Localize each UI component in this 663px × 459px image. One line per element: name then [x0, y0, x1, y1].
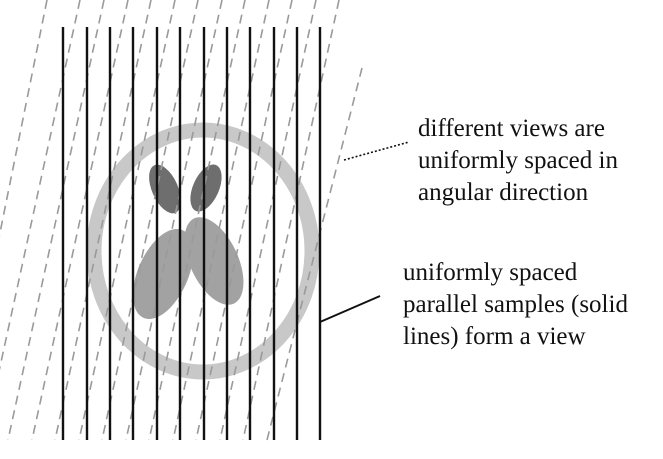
samples-annotation-line: parallel samples (solid — [403, 291, 628, 318]
dashed-ray — [172, 0, 270, 441]
views-annotation-line: different views are — [418, 115, 605, 142]
samples-leader-line — [319, 295, 381, 323]
phantom-lower-left-lobe — [132, 228, 194, 320]
samples-annotation-line: lines) form a view — [403, 323, 586, 350]
dashed-ray — [31, 0, 129, 441]
parallel-view-solid-lines — [61, 27, 322, 440]
dashed-ray — [266, 67, 363, 441]
dashed-ray — [101, 0, 199, 441]
samples-annotation: uniformly spaced parallel samples (solid… — [403, 257, 628, 353]
samples-annotation-line: uniformly spaced — [403, 259, 578, 286]
views-annotation-line: uniformly spaced in — [418, 147, 618, 174]
dashed-ray — [242, 0, 340, 441]
dashed-ray — [195, 0, 293, 441]
dashed-ray — [0, 0, 48, 237]
dashed-ray — [125, 0, 223, 441]
dashed-ray — [54, 0, 152, 441]
dashed-ray — [219, 0, 317, 441]
dashed-ray — [0, 0, 81, 371]
views-annotation-line: angular direction — [418, 179, 589, 206]
views-leader-line — [343, 141, 410, 161]
phantom-upper-right-lobe — [190, 164, 222, 212]
dashed-ray — [7, 0, 105, 441]
dashed-ray — [148, 0, 246, 441]
dashed-ray — [78, 0, 176, 441]
views-annotation: different views are uniformly spaced in … — [418, 113, 618, 209]
phantom-lower-right-lobe — [184, 217, 244, 305]
rotated-view-dashed-lines — [0, 0, 363, 441]
